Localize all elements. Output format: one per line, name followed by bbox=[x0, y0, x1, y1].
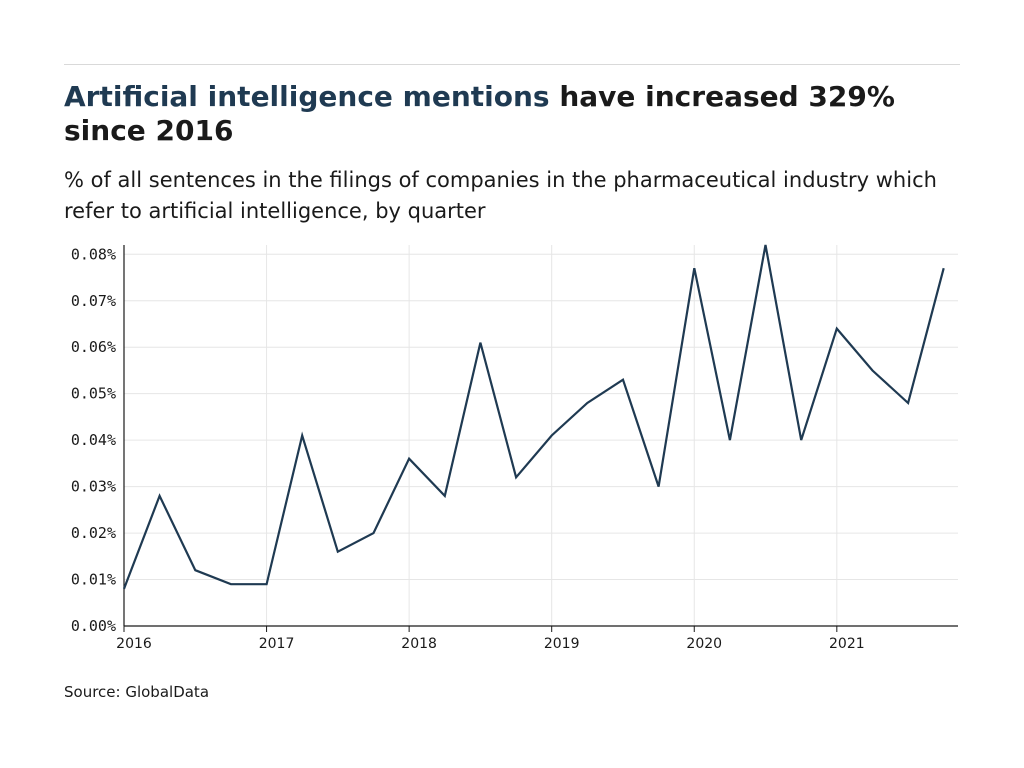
source-note: Source: GlobalData bbox=[64, 683, 210, 701]
x-tick-label: 2016 bbox=[116, 636, 152, 652]
y-tick-label: 0.08% bbox=[71, 245, 116, 263]
chart-subtitle: % of all sentences in the filings of com… bbox=[64, 168, 937, 223]
chart-title: Artificial intelligence mentions have in… bbox=[64, 80, 964, 148]
x-tick-label: 2021 bbox=[829, 636, 865, 652]
series-line bbox=[122, 244, 945, 590]
top-rule bbox=[64, 64, 960, 65]
y-tick-label: 0.00% bbox=[71, 617, 116, 635]
x-tick-label: 2017 bbox=[259, 636, 295, 652]
y-tick-label: 0.06% bbox=[71, 338, 116, 356]
y-tick-label: 0.01% bbox=[71, 571, 116, 589]
x-tick-label: 2019 bbox=[544, 636, 580, 652]
y-tick-label: 0.05% bbox=[71, 385, 116, 403]
chart-title-rest: have increased 329% since 2016 bbox=[64, 80, 895, 147]
y-tick-label: 0.04% bbox=[71, 431, 116, 449]
y-tick-label: 0.02% bbox=[71, 524, 116, 542]
x-tick-label: 2018 bbox=[401, 636, 437, 652]
y-tick-label: 0.07% bbox=[71, 292, 116, 310]
x-tick-label: 2020 bbox=[686, 636, 722, 652]
chart-title-highlight: Artificial intelligence mentions bbox=[64, 80, 550, 113]
y-tick-label: 0.03% bbox=[71, 478, 116, 496]
